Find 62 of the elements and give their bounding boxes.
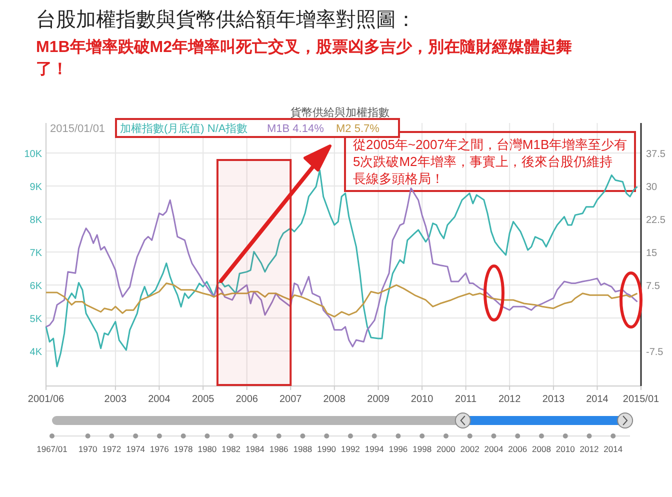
x2-tick-label: 1998 bbox=[412, 444, 432, 454]
x-tick-label: 2006 bbox=[236, 394, 258, 405]
x2-tick-label: 1990 bbox=[317, 444, 336, 454]
y-tick-label: 6K bbox=[30, 281, 42, 292]
line-series bbox=[45, 282, 638, 318]
y2-tick-label: -7.5 bbox=[646, 347, 664, 358]
y-tick-label: 4K bbox=[30, 347, 42, 358]
y2-tick-label: 30 bbox=[646, 182, 658, 194]
x2-tick-label: 1967/01 bbox=[36, 444, 68, 454]
text: M1B 4.14% bbox=[267, 123, 324, 135]
text: 貨幣供給與加權指數 bbox=[290, 106, 390, 119]
x2-tick-label: 1988 bbox=[293, 444, 312, 454]
y2-tick-label: 37.5 bbox=[646, 149, 666, 160]
x-tick-label: 2003 bbox=[104, 394, 127, 405]
annotation: 從2005年~2007年之間，台灣M1B年增率至少有5次跌破M2年增率，事實上，後來台股仍維持長線多頭格局！ bbox=[353, 137, 628, 186]
x-tick-label: 2009 bbox=[367, 394, 390, 405]
y2-tick-label: 7.5 bbox=[646, 281, 660, 292]
line-series bbox=[45, 169, 638, 368]
x2-tick-label: 1970 bbox=[78, 444, 98, 454]
x2-tick-label: 2008 bbox=[532, 444, 552, 454]
chart-subtitle: M1B年增率跌破M2年增率叫死亡交叉，股票凶多吉少，別在隨財經媒體起舞了！ bbox=[36, 37, 572, 78]
chart-title: 台股加權指數與貨幣供給額年增率對照圖： bbox=[36, 9, 416, 31]
x-tick-label: 2005 bbox=[192, 394, 215, 405]
x2-tick-label: 1974 bbox=[126, 444, 146, 454]
x-tick-label: 2015/01 bbox=[622, 394, 660, 405]
x-tick-label: 2010 bbox=[410, 394, 434, 405]
x2-tick-label: 2014 bbox=[604, 444, 623, 454]
y2-tick-label: 22.5 bbox=[646, 215, 666, 226]
x2-tick-label: 1994 bbox=[364, 444, 384, 454]
x2-tick-label: 1992 bbox=[341, 444, 360, 454]
y-tick-label: 5K bbox=[30, 314, 42, 326]
x2-tick-label: 2012 bbox=[580, 444, 599, 454]
x2-tick-label: 1972 bbox=[102, 444, 122, 454]
y2-tick-label: 15 bbox=[646, 248, 658, 260]
x2-tick-label: 1978 bbox=[174, 444, 194, 454]
x2-tick-label: 1982 bbox=[222, 444, 241, 454]
x-tick-label: 2007 bbox=[279, 394, 302, 405]
x-tick-label: 2012 bbox=[498, 394, 522, 405]
x-tick-label: 2013 bbox=[542, 394, 566, 405]
text: M2 5.7% bbox=[336, 123, 380, 135]
y-tick-label: 7K bbox=[30, 248, 42, 260]
x-tick-label: 2001/06 bbox=[28, 394, 65, 405]
y-tick-label: 10K bbox=[24, 149, 42, 160]
legend-title: 2015/01/01 bbox=[50, 123, 106, 135]
x2-tick-label: 1984 bbox=[245, 444, 265, 454]
x-tick-label: 2004 bbox=[148, 394, 171, 405]
y-tick-label: 8K bbox=[30, 215, 42, 226]
x2-tick-label: 1976 bbox=[150, 444, 170, 454]
x2-tick-label: 1986 bbox=[269, 444, 289, 454]
x2-tick-label: 1980 bbox=[198, 444, 217, 454]
x2-tick-label: 2010 bbox=[556, 444, 576, 454]
x2-tick-label: 1996 bbox=[388, 444, 408, 454]
x2-tick-label: 2002 bbox=[460, 444, 480, 454]
x2-tick-label: 2004 bbox=[484, 444, 504, 454]
y-tick-label: 9K bbox=[30, 182, 42, 194]
line-series bbox=[45, 187, 638, 348]
x-tick-label: 2008 bbox=[323, 394, 346, 405]
x2-tick-label: 2000 bbox=[436, 444, 456, 454]
x-tick-label: 2011 bbox=[455, 394, 477, 405]
text: 加權指數(月底值) N/A指數 bbox=[120, 122, 248, 135]
x-tick-label: 2014 bbox=[586, 394, 609, 405]
x2-tick-label: 2006 bbox=[508, 444, 528, 454]
